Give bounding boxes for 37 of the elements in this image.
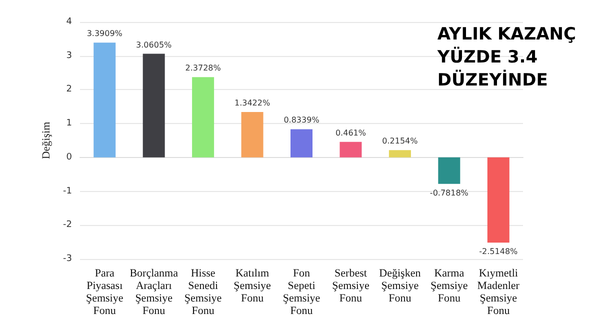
y-axis-title: Değişim — [40, 121, 52, 160]
bar — [290, 129, 312, 158]
data-label: 3.0605% — [136, 40, 172, 50]
x-tick-label: Para Piyasası Şemsiye Fonu — [86, 267, 124, 317]
bar — [241, 112, 264, 158]
x-tick-label: Değişken Şemsiye Fonu — [379, 267, 422, 304]
bar — [388, 150, 411, 158]
data-label: 0.8339% — [284, 116, 320, 125]
y-tick-label: 2 — [66, 84, 72, 95]
data-label: 2.3728% — [185, 64, 222, 73]
x-tick-label: Fon Sepeti Şemsiye Fonu — [282, 267, 320, 317]
x-tick-label: Borçlanma Araçları Şemsiye Fonu — [130, 267, 178, 317]
bar — [142, 54, 165, 158]
bar — [192, 77, 214, 158]
bar — [340, 142, 362, 158]
data-label: -2.5148% — [479, 247, 518, 256]
x-tick-label: Hisse Senedi Şemsiye Fonu — [184, 267, 222, 317]
y-tick-label: -2 — [63, 220, 72, 230]
bar — [438, 157, 460, 184]
data-label: 0.2154% — [382, 136, 418, 146]
y-tick-label: -1 — [63, 186, 72, 196]
y-tick-label: 0 — [66, 152, 72, 162]
data-label: 0.461% — [335, 128, 366, 138]
data-label: 3.3909% — [86, 29, 123, 38]
x-tick-label: Kıymetli Madenler Şemsiye Fonu — [477, 267, 520, 317]
y-tick-label: -3 — [63, 254, 72, 264]
bar — [94, 42, 116, 158]
bar — [487, 157, 510, 243]
text: AYLIK KAZANÇ YÜZDE 3.4 DÜZEYİNDE — [436, 24, 576, 90]
x-tick-label: Karma Şemsiye Fonu — [430, 267, 468, 304]
y-tick-label: 4 — [66, 17, 72, 27]
data-label: -0.7818% — [430, 188, 469, 198]
y-tick-label: 1 — [66, 118, 72, 129]
x-tick-label: Katılım Şemsiye Fonu — [234, 267, 272, 304]
y-tick-label: 3 — [66, 50, 72, 61]
x-tick-label: Serbest Şemsiye Fonu — [332, 267, 370, 304]
data-label: 1.3422% — [234, 98, 270, 108]
